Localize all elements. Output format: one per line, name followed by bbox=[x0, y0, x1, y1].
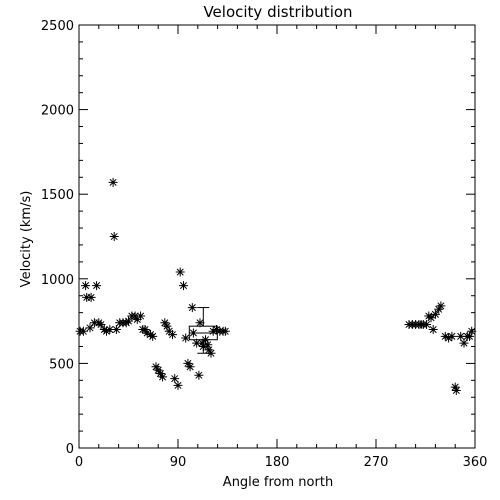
data-point bbox=[444, 333, 454, 343]
data-point bbox=[447, 331, 457, 341]
data-point bbox=[428, 325, 438, 335]
y-tick-label: 2000 bbox=[41, 104, 74, 119]
data-point bbox=[158, 372, 168, 382]
data-point bbox=[181, 333, 191, 343]
data-point bbox=[140, 325, 150, 335]
x-tick-label: 360 bbox=[463, 455, 488, 470]
data-point bbox=[142, 328, 152, 338]
x-tick-label: 270 bbox=[364, 455, 389, 470]
data-point bbox=[451, 385, 461, 395]
data-point bbox=[206, 348, 216, 358]
data-point bbox=[204, 345, 214, 355]
data-point bbox=[450, 382, 460, 392]
x-tick-label: 180 bbox=[265, 455, 290, 470]
data-point bbox=[155, 369, 165, 379]
data-point bbox=[436, 301, 446, 311]
data-point bbox=[188, 328, 198, 338]
data-point bbox=[195, 318, 205, 328]
data-point bbox=[153, 365, 163, 375]
y-tick-label: 0 bbox=[66, 442, 74, 457]
y-tick-label: 1000 bbox=[41, 273, 74, 288]
data-point bbox=[456, 331, 466, 341]
data-point bbox=[92, 281, 102, 291]
plot-frame bbox=[78, 24, 476, 449]
axis-ticks bbox=[78, 24, 476, 449]
data-point bbox=[422, 319, 432, 329]
data-point bbox=[203, 340, 213, 350]
data-point bbox=[130, 311, 140, 321]
data-point bbox=[175, 267, 185, 277]
data-point bbox=[168, 330, 177, 340]
data-point bbox=[170, 374, 180, 384]
data-point bbox=[164, 326, 174, 336]
data-point bbox=[78, 326, 88, 336]
data-point bbox=[459, 338, 469, 348]
data-point bbox=[194, 370, 204, 380]
data-point bbox=[430, 309, 440, 319]
data-point bbox=[86, 292, 96, 302]
data-points bbox=[75, 177, 477, 395]
y-tick-label: 2500 bbox=[41, 19, 74, 34]
data-point bbox=[148, 331, 158, 341]
data-point bbox=[109, 232, 119, 241]
data-point bbox=[102, 326, 111, 336]
data-point bbox=[160, 318, 170, 328]
y-axis-label: Velocity (km/s) bbox=[19, 191, 34, 288]
data-point bbox=[132, 314, 142, 324]
data-point bbox=[185, 362, 195, 372]
data-point bbox=[111, 325, 121, 335]
data-point bbox=[183, 358, 193, 368]
x-tick-label: 90 bbox=[170, 455, 187, 470]
data-point bbox=[201, 335, 210, 345]
data-point bbox=[197, 338, 207, 348]
tick-labels: 0 90 180 270 360 0 500 1000 1500 2000 2500 bbox=[41, 19, 488, 470]
data-point bbox=[124, 316, 133, 326]
data-point bbox=[173, 380, 183, 390]
data-point bbox=[440, 331, 450, 341]
data-point bbox=[208, 326, 218, 336]
x-tick-label: 0 bbox=[75, 455, 83, 470]
data-point bbox=[85, 323, 95, 333]
y-tick-label: 1500 bbox=[41, 188, 74, 203]
data-point bbox=[136, 311, 146, 321]
data-point bbox=[467, 326, 477, 336]
chart-title: Velocity distribution bbox=[203, 3, 352, 21]
data-point bbox=[108, 177, 118, 187]
data-point bbox=[198, 341, 208, 351]
data-point bbox=[192, 338, 202, 348]
data-point bbox=[105, 325, 115, 335]
data-point bbox=[220, 326, 230, 336]
data-point bbox=[151, 362, 161, 372]
data-point bbox=[426, 313, 436, 323]
data-point bbox=[179, 281, 188, 291]
y-tick-label: 500 bbox=[49, 357, 74, 372]
data-point bbox=[212, 325, 221, 335]
data-point bbox=[81, 281, 91, 291]
data-point bbox=[96, 319, 106, 329]
data-point bbox=[465, 331, 474, 341]
x-axis-label: Angle from north bbox=[223, 475, 333, 490]
data-point bbox=[187, 303, 197, 313]
data-point bbox=[434, 304, 444, 314]
data-point bbox=[162, 321, 172, 331]
